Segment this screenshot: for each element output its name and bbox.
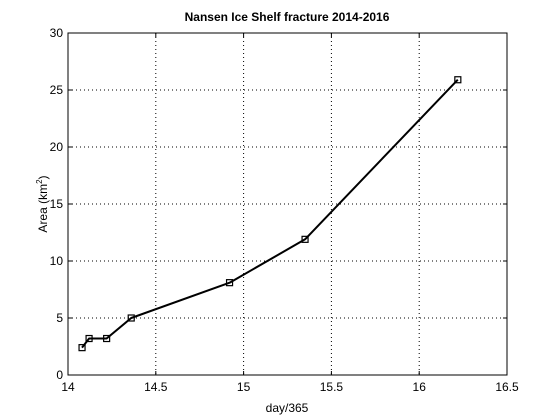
data-point xyxy=(78,344,86,352)
y-tick-label: 25 xyxy=(50,83,64,97)
x-tick-label: 16.5 xyxy=(495,380,519,394)
y-axis-title-main: Area (km xyxy=(36,184,50,233)
chart-title: Nansen Ice Shelf fracture 2014-2016 xyxy=(185,10,390,24)
x-axis-title: day/365 xyxy=(266,401,309,415)
data-point xyxy=(85,334,93,343)
data-point xyxy=(454,76,462,84)
x-tick-label: 15.5 xyxy=(320,380,344,394)
x-tick-label: 15 xyxy=(237,380,251,394)
y-axis-title-sup: 2 xyxy=(35,179,44,184)
y-tick-label: 10 xyxy=(50,254,64,268)
data-point xyxy=(301,235,309,243)
data-point xyxy=(225,279,234,287)
y-tick-label: 20 xyxy=(50,140,64,154)
plot-area xyxy=(68,33,507,375)
y-tick-label: 30 xyxy=(50,26,64,40)
x-tick-label: 14.5 xyxy=(144,380,168,394)
series-line xyxy=(81,79,459,349)
y-tick-label: 5 xyxy=(56,311,63,325)
y-tick-label: 0 xyxy=(56,368,63,382)
y-axis-title-end: ) xyxy=(36,175,50,179)
tick-labels: 14 14.5 15 15.5 16 16.5 0 5 10 15 20 25 30 xyxy=(50,26,519,394)
y-tick-label: 15 xyxy=(50,197,64,211)
data-point xyxy=(127,314,135,322)
x-tick-label: 14 xyxy=(61,380,75,394)
series-layer xyxy=(78,76,462,352)
x-tick-label: 16 xyxy=(413,380,427,394)
ticks xyxy=(67,32,508,376)
grid xyxy=(68,33,507,375)
data-point xyxy=(103,334,111,343)
y-axis-title: Area (km2) xyxy=(35,175,50,232)
